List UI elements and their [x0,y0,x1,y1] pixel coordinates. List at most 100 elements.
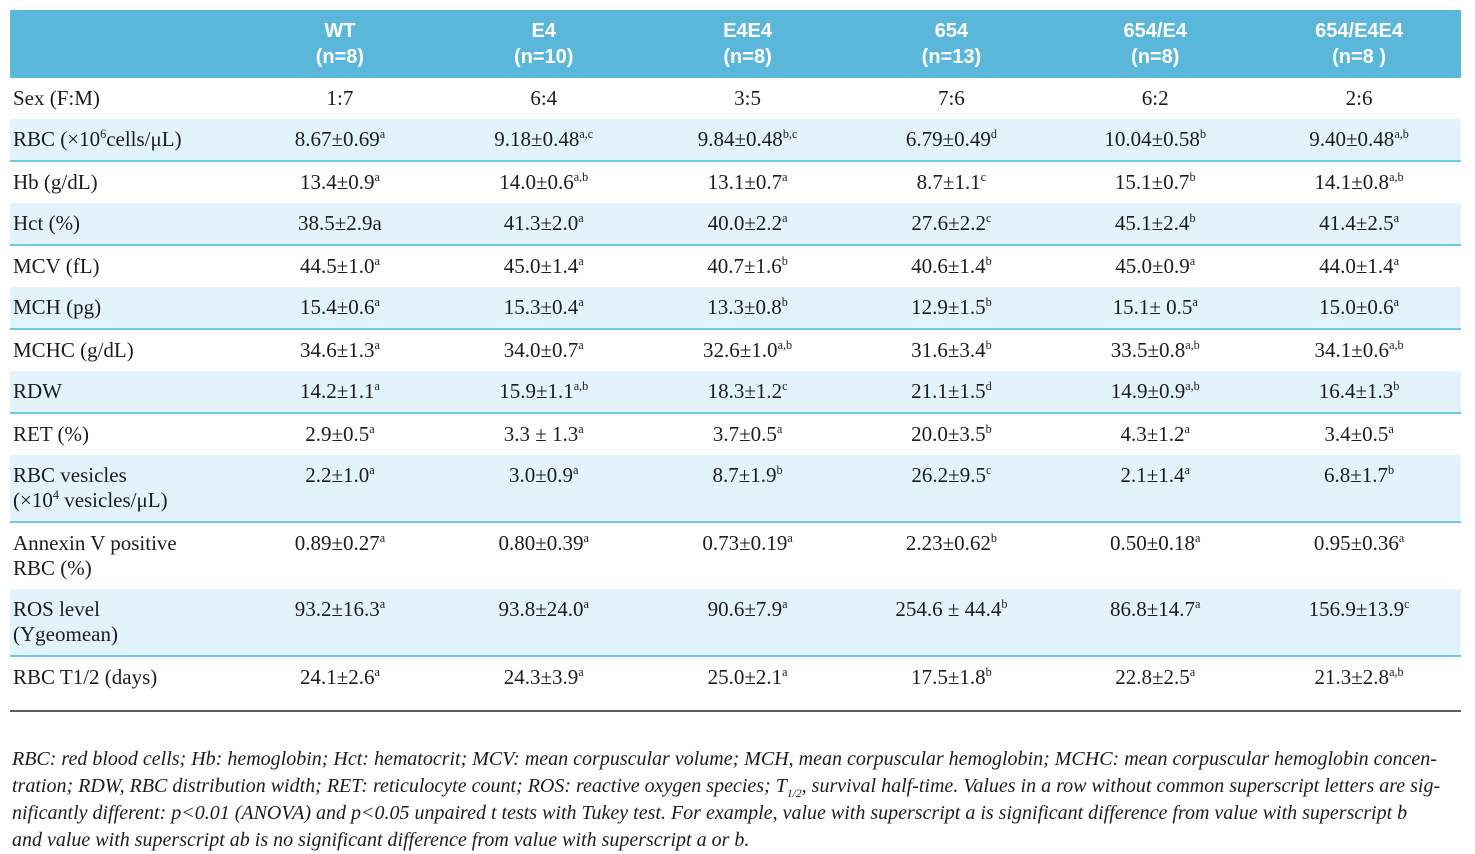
table-cell: 6:4 [530,86,558,110]
row-label: Hct (%) [10,203,238,246]
table-row: RDW 14.2±1.1a 15.9±1.1a,b 18.3±1.2c 21.1±1.5… [10,371,1461,414]
table-row: Hb (g/dL) 13.4±0.9a 14.0±0.6a,b 13.1±0.7a 8.… [10,161,1461,203]
table-cell: 1:7 [326,86,354,110]
table-cell: 22.8±2.5a [1115,665,1196,689]
table-cell: 34.0±0.7a [503,338,584,362]
table-cell: 8.7±1.1c [916,170,987,194]
table-cell: 3.4±0.5a [1324,422,1394,446]
table-cell: 40.0±2.2a [645,203,850,246]
table-cell: 41.4±2.5a [1257,203,1461,246]
table-cell: 13.3±0.8b [645,287,850,330]
table-cell: 44.0±1.4a [1319,254,1400,278]
column-header: 654/E4 (n=8) [1053,10,1258,78]
table-cell: 3.3 ± 1.3a [503,422,584,446]
table-cell: 0.73±0.19a [702,531,793,555]
table-row: RBC T1/2 (days) 24.1±2.6a 24.3±3.9a 25.0±2.… [10,656,1461,698]
table-cell: 15.3±0.4a [441,287,646,330]
table-bottom-rule [10,710,1461,712]
hematology-table: WT (n=8) E4 (n=10) E4E4 (n=8) 654 (n=13) 654/E4(… [10,10,1461,698]
corner-header [10,10,238,78]
table-cell: 24.1±2.6a [299,665,380,689]
table-cell: 6:2 [1141,86,1169,110]
table-cell: 31.6±3.4b [911,338,992,362]
table-body: Sex (F:M) 1:7 6:4 3:5 7:6 6:2 2:6 RBC (×106cell… [10,78,1461,698]
table-cell: 15.9±1.1a,b [441,371,646,414]
table-cell: 8.7±1.9b [645,455,850,523]
column-header: 654/E4E4 (n=8 ) [1257,10,1461,78]
table-cell: 14.0±0.6a,b [499,170,589,194]
table-cell: 34.1±0.6a,b [1314,338,1404,362]
table-cell: 18.3±1.2c [645,371,850,414]
table-cell: 254.6 ± 44.4b [849,589,1054,657]
table-cell: 15.1±0.7b [1114,170,1196,194]
table-cell: 21.3±2.8a,b [1314,665,1404,689]
table-cell: 16.4±1.3b [1257,371,1461,414]
table-cell: 17.5±1.8b [911,665,992,689]
table-row: MCH (pg) 15.4±0.6a 15.3±0.4a 13.3±0.8b 12.9±… [10,287,1461,330]
table-cell: 45.1±2.4b [1053,203,1258,246]
table-row: MCHC (g/dL) 34.6±1.3a 34.0±0.7a 32.6±1.0a,b… [10,329,1461,371]
table-cell: 27.6±2.2c [849,203,1054,246]
table-cell: 26.2±9.5c [849,455,1054,523]
footnote: RBC: red blood cells; Hb: hemoglobin; Hc… [12,748,1441,851]
table-cell: 2.9±0.5a [305,422,375,446]
table-cell: 86.8±14.7a [1053,589,1258,657]
table-cell: 20.0±3.5b [911,422,992,446]
table-cell: 44.5±1.0a [299,254,380,278]
table-cell: 2.23±0.62b [905,531,997,555]
table-cell: 13.4±0.9a [299,170,380,194]
row-label: MCV (fL) [13,254,100,278]
table-cell: 32.6±1.0a,b [703,338,793,362]
table-row: Hct (%) 38.5±2.9a 41.3±2.0a 40.0±2.2a 27.6±2… [10,203,1461,246]
table-cell: 45.0±1.4a [503,254,584,278]
table-header: WT (n=8) E4 (n=10) E4E4 (n=8) 654 (n=13) 654/E4(… [10,10,1461,78]
table-cell: 14.2±1.1a [238,371,442,414]
row-label: RDW [10,371,238,414]
table-cell: 0.95±0.36a [1313,531,1405,555]
row-label: RBC T1/2 (days) [13,665,158,689]
table-cell: 0.80±0.39a [498,531,589,555]
column-header: E4E4 (n=8) [645,10,850,78]
table-row: Sex (F:M) 1:7 6:4 3:5 7:6 6:2 2:6 [10,78,1461,119]
table-cell: 15.1± 0.5a [1053,287,1258,330]
table-cell: 2.2±1.0a [238,455,442,523]
column-header: WT (n=8) [238,10,442,78]
table-cell: 38.5±2.9a [238,203,442,246]
table-row: MCV (fL) 44.5±1.0a 45.0±1.4a 40.7±1.6b 40.6±… [10,245,1461,287]
table-row: RET (%) 2.9±0.5a 3.3 ± 1.3a 3.7±0.5a 20.0±3.… [10,413,1461,455]
table-cell: 41.3±2.0a [441,203,646,246]
table-cell: 40.7±1.6b [707,254,788,278]
table-row: ROS level (Ygeomean) 93.2±16.3a 93.8±24.0a 9… [10,589,1461,657]
column-header-row: WT (n=8) E4 (n=10) E4E4 (n=8) 654 (n=13) 654/E4(… [10,10,1461,78]
table-cell: 15.4±0.6a [238,287,442,330]
table-cell: 13.1±0.7a [707,170,788,194]
table-cell: 14.1±0.8a,b [1314,170,1404,194]
table-cell: 3.0±0.9a [441,455,646,523]
table-cell: 7:6 [937,86,965,110]
table-cell: 93.2±16.3a [238,589,442,657]
table-cell: 90.6±7.9a [645,589,850,657]
table-cell: 2.1±1.4a [1053,455,1258,523]
table-cell: 6.8±1.7b [1257,455,1461,523]
table-cell: 10.04±0.58b [1053,119,1258,162]
column-header: E4 (n=10) [441,10,646,78]
table-cell: 8.67±0.69a [238,119,442,162]
table-cell: 34.6±1.3a [299,338,380,362]
table-cell: 21.1±1.5d [849,371,1054,414]
row-label: Annexin V positive RBC (%) [13,531,177,580]
table-cell: 0.89±0.27a [294,531,386,555]
table-row: RBC (×106cells/μL) 8.67±0.69a 9.18±0.48a,c… [10,119,1461,162]
row-label: MCHC (g/dL) [13,338,134,362]
table-cell: 3:5 [734,86,761,110]
table-row: Annexin V positive RBC (%) 0.89±0.27a 0.80±… [10,522,1461,589]
table-cell: 3.7±0.5a [712,422,783,446]
row-label: Hb (g/dL) [13,170,98,194]
table-row: RBC vesicles (×104 vesicles/μL) 2.2±1.0a 3.… [10,455,1461,523]
table-cell: 6.79±0.49d [849,119,1054,162]
table-cell: 25.0±2.1a [707,665,788,689]
row-label: Sex (F:M) [13,86,100,110]
table-cell: 24.3±3.9a [503,665,584,689]
row-label: RET (%) [13,422,90,446]
table-cell: 9.84±0.48b,c [645,119,850,162]
